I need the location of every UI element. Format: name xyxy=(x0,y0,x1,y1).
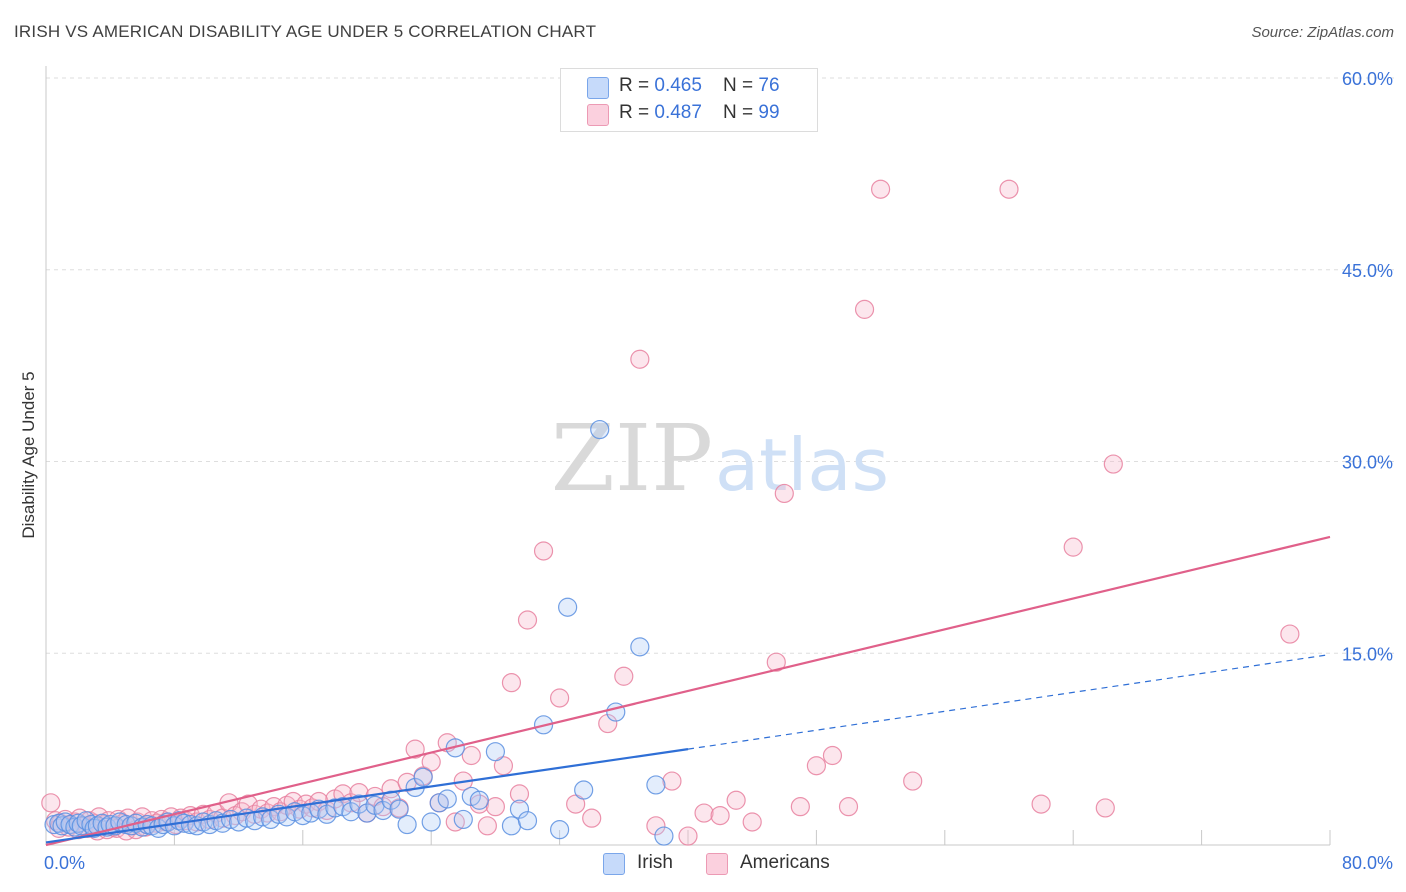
americans-point xyxy=(726,790,746,810)
americans-point xyxy=(854,299,875,319)
americans-legend-swatch xyxy=(706,853,728,875)
irish-r-label: R = xyxy=(619,75,655,96)
grid-lines xyxy=(46,77,1395,654)
americans-point xyxy=(477,816,497,836)
americans-point xyxy=(517,610,538,630)
americans-point xyxy=(790,797,810,817)
irish-point xyxy=(397,814,417,835)
americans-point xyxy=(903,771,923,791)
americans-point xyxy=(766,652,786,672)
americans-point xyxy=(485,797,505,817)
x-tick-label-min: 0.0% xyxy=(44,853,85,873)
americans-point xyxy=(774,483,794,504)
americans-r-value: 0.487 xyxy=(654,102,702,123)
americans-point xyxy=(461,745,481,766)
americans-point xyxy=(694,803,714,823)
americans-point xyxy=(501,673,522,693)
watermark: ZIP atlas xyxy=(551,405,889,512)
irish-point xyxy=(517,811,538,831)
americans-point xyxy=(582,808,602,828)
americans-n-value: 99 xyxy=(758,102,780,123)
irish-trend-line-extension xyxy=(687,653,1331,750)
irish-legend-label: Irish xyxy=(637,852,673,873)
y-tick-label: 45.0% xyxy=(1342,261,1393,281)
americans-point xyxy=(1095,798,1115,818)
irish-point xyxy=(341,802,361,822)
americans-point xyxy=(533,541,554,561)
americans-r-label: R = xyxy=(619,102,655,123)
irish-point xyxy=(590,419,610,440)
americans-legend-label: Americans xyxy=(740,852,830,873)
americans-point xyxy=(509,784,530,804)
irish-trend-line xyxy=(45,748,689,844)
americans-trend-line xyxy=(45,535,1331,847)
irish-point xyxy=(630,637,650,657)
irish-point xyxy=(357,803,377,823)
irish-point xyxy=(574,780,594,800)
americans-point xyxy=(549,688,570,708)
irish-point xyxy=(501,816,522,836)
irish-swatch xyxy=(587,77,609,99)
irish-point xyxy=(413,767,433,787)
irish-point xyxy=(485,742,505,762)
irish-point xyxy=(453,809,473,830)
irish-point xyxy=(646,775,666,795)
irish-point xyxy=(509,799,530,819)
americans-point xyxy=(838,797,859,817)
americans-points xyxy=(41,179,1300,846)
y-axis-label: Disability Age Under 5 xyxy=(19,371,38,538)
irish-n-label: N = xyxy=(723,75,759,96)
irish-n-value: 76 xyxy=(758,75,780,96)
irish-point xyxy=(654,826,674,846)
americans-point xyxy=(822,745,843,766)
watermark-atlas: atlas xyxy=(715,423,889,507)
watermark-zip: ZIP xyxy=(551,405,713,512)
americans-point xyxy=(678,826,698,846)
irish-point xyxy=(549,820,570,840)
americans-point xyxy=(662,771,682,791)
trend-lines xyxy=(45,535,1331,847)
irish-point xyxy=(389,799,409,819)
chart-title: IRISH VS AMERICAN DISABILITY AGE UNDER 5… xyxy=(14,22,597,41)
irish-point xyxy=(421,812,441,832)
y-tick-label: 30.0% xyxy=(1342,453,1393,473)
americans-point xyxy=(870,179,891,199)
americans-point xyxy=(1063,537,1083,557)
tick-labels: 15.0% 30.0% 45.0% 60.0% 0.0% 80.0% Disability … xyxy=(19,69,1393,873)
americans-point xyxy=(41,793,61,813)
americans-point xyxy=(710,805,730,826)
x-tick-label-max: 80.0% xyxy=(1342,853,1393,873)
americans-point xyxy=(806,756,827,776)
irish-point xyxy=(373,800,393,821)
americans-point xyxy=(742,812,762,832)
americans-swatch xyxy=(587,104,609,126)
americans-point xyxy=(630,349,650,369)
irish-point xyxy=(437,789,457,809)
americans-point xyxy=(1280,624,1300,644)
americans-point xyxy=(646,816,666,836)
americans-point xyxy=(1031,794,1051,814)
source-label: Source: ZipAtlas.com xyxy=(1251,24,1394,41)
irish-r-value: 0.465 xyxy=(654,75,702,96)
americans-point xyxy=(1103,454,1123,474)
americans-point xyxy=(999,179,1019,199)
americans-point xyxy=(614,666,634,686)
y-tick-label: 15.0% xyxy=(1342,644,1393,664)
correlation-legend: R = 0.465 N = 76 R = 0.487 N = 99 xyxy=(560,68,818,132)
irish-point xyxy=(325,798,345,818)
americans-point xyxy=(405,739,425,759)
americans-point xyxy=(445,812,465,832)
irish-legend-swatch xyxy=(603,853,625,875)
irish-point xyxy=(558,597,578,617)
americans-n-label: N = xyxy=(723,102,759,123)
y-tick-label: 60.0% xyxy=(1342,69,1393,89)
americans-point xyxy=(598,713,618,734)
irish-point xyxy=(469,790,489,810)
